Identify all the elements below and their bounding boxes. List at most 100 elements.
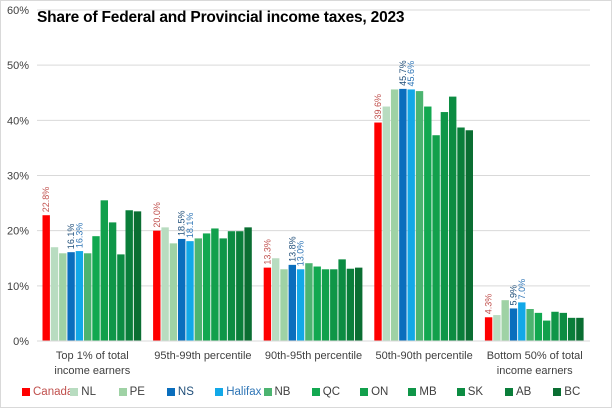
legend-label: SK bbox=[467, 386, 484, 398]
data-label-ns: 13.8% bbox=[287, 236, 297, 262]
legend-label: Halifax bbox=[226, 386, 262, 398]
data-label-halifax: 45.6% bbox=[406, 61, 416, 87]
legend-item-pe: PE bbox=[118, 386, 145, 398]
data-label-canada: 20.0% bbox=[152, 202, 162, 228]
bar-halifax-0 bbox=[75, 251, 84, 341]
legend-label: Canada bbox=[33, 386, 74, 398]
bar-nl-1 bbox=[161, 227, 169, 341]
bar-canada-3 bbox=[374, 122, 382, 341]
x-category-label: 95th-99th percentile bbox=[154, 350, 251, 362]
bar-on-4 bbox=[543, 320, 551, 341]
bar-nb-0 bbox=[84, 253, 92, 341]
data-label-canada: 22.8% bbox=[41, 187, 51, 213]
bar-bc-2 bbox=[355, 267, 363, 341]
bar-mb-0 bbox=[108, 222, 117, 341]
bar-sk-1 bbox=[227, 231, 236, 341]
legend-item-halifax: Halifax bbox=[215, 386, 261, 398]
bar-pe-3 bbox=[390, 89, 399, 341]
legend-label: NS bbox=[177, 386, 194, 398]
bar-pe-4 bbox=[501, 300, 509, 341]
x-category-label: Bottom 50% of total bbox=[487, 350, 583, 362]
bar-canada-1 bbox=[153, 230, 161, 341]
data-label-halifax: 7.0% bbox=[517, 279, 527, 300]
legend-label: NB bbox=[274, 386, 291, 398]
legend-swatch bbox=[408, 388, 417, 396]
bar-nl-0 bbox=[50, 247, 59, 341]
bar-sk-4 bbox=[559, 312, 567, 341]
legend-item-nb: NB bbox=[263, 386, 291, 398]
legend-label: PE bbox=[129, 386, 145, 398]
data-label-halifax: 18.1% bbox=[185, 213, 195, 239]
bar-on-3 bbox=[432, 135, 440, 341]
bar-halifax-3 bbox=[407, 89, 415, 341]
y-tick-label: 40% bbox=[7, 115, 29, 127]
legend-label: AB bbox=[516, 386, 532, 398]
bar-ns-0 bbox=[67, 252, 75, 341]
bar-halifax-4 bbox=[518, 302, 526, 341]
bar-on-2 bbox=[321, 269, 330, 341]
y-tick-label: 60% bbox=[7, 5, 29, 17]
bar-ns-2 bbox=[288, 264, 296, 341]
bar-qc-0 bbox=[92, 236, 100, 341]
data-label-ns: 45.7% bbox=[398, 60, 408, 86]
bar-canada-4 bbox=[484, 317, 493, 341]
x-category-label: Top 1% of total bbox=[56, 350, 129, 362]
bar-ab-4 bbox=[567, 317, 576, 341]
data-label-ns: 16.1% bbox=[66, 224, 76, 250]
bar-halifax-2 bbox=[296, 269, 305, 341]
y-tick-label: 0% bbox=[13, 336, 29, 348]
legend-swatch bbox=[166, 388, 175, 396]
data-label-canada: 39.6% bbox=[373, 94, 383, 120]
legend-swatch bbox=[553, 388, 562, 396]
bar-bc-1 bbox=[244, 227, 252, 341]
bar-mb-4 bbox=[551, 311, 559, 341]
legend-label: MB bbox=[419, 386, 437, 398]
legend-swatch bbox=[22, 388, 30, 396]
bar-pe-2 bbox=[280, 269, 288, 341]
legend-item-mb: MB bbox=[408, 386, 437, 398]
data-label-halifax: 13.0% bbox=[296, 241, 306, 267]
bar-nb-2 bbox=[305, 263, 313, 341]
bar-qc-4 bbox=[534, 312, 543, 341]
y-tick-label: 20% bbox=[7, 226, 29, 238]
legend-label: NL bbox=[81, 386, 96, 398]
bar-qc-2 bbox=[313, 266, 321, 341]
legend-label: ON bbox=[371, 386, 389, 398]
bar-on-0 bbox=[100, 200, 108, 341]
legend-item-on: ON bbox=[360, 386, 388, 398]
bars bbox=[42, 88, 584, 342]
bar-ab-3 bbox=[457, 127, 465, 341]
bar-bc-3 bbox=[465, 130, 473, 341]
legend: Canada NL PE NS Halifax NB QC ON MB SK AB BC bbox=[22, 386, 612, 402]
legend-swatch bbox=[70, 388, 79, 396]
legend-item-canada: Canada bbox=[22, 386, 73, 398]
y-tick-label: 50% bbox=[7, 60, 29, 72]
y-tick-label: 30% bbox=[7, 171, 29, 183]
bar-nl-3 bbox=[382, 106, 390, 342]
bar-nb-1 bbox=[194, 238, 202, 341]
legend-swatch bbox=[360, 388, 369, 396]
data-label-ns: 5.9% bbox=[509, 285, 519, 306]
bar-ns-1 bbox=[178, 238, 186, 341]
legend-swatch bbox=[311, 388, 320, 396]
bar-mb-3 bbox=[440, 112, 449, 341]
bar-sk-0 bbox=[117, 254, 125, 341]
legend-swatch bbox=[505, 388, 513, 396]
legend-label: BC bbox=[564, 386, 581, 398]
bar-ab-2 bbox=[346, 268, 355, 341]
legend-item-bc: BC bbox=[553, 386, 580, 398]
data-label-halifax: 16.3% bbox=[74, 223, 84, 249]
legend-swatch bbox=[456, 388, 465, 396]
y-tick-label: 10% bbox=[7, 281, 29, 293]
bar-ab-1 bbox=[236, 231, 244, 341]
bar-bc-4 bbox=[576, 317, 584, 341]
x-category-label: 90th-95th percentile bbox=[265, 350, 362, 362]
legend-swatch bbox=[263, 388, 272, 396]
data-label-canada: 13.3% bbox=[262, 239, 272, 265]
bar-nl-4 bbox=[493, 315, 501, 341]
bar-ns-3 bbox=[399, 88, 407, 341]
bar-nb-4 bbox=[526, 309, 534, 341]
bar-on-1 bbox=[211, 228, 219, 341]
bar-qc-1 bbox=[202, 233, 211, 341]
